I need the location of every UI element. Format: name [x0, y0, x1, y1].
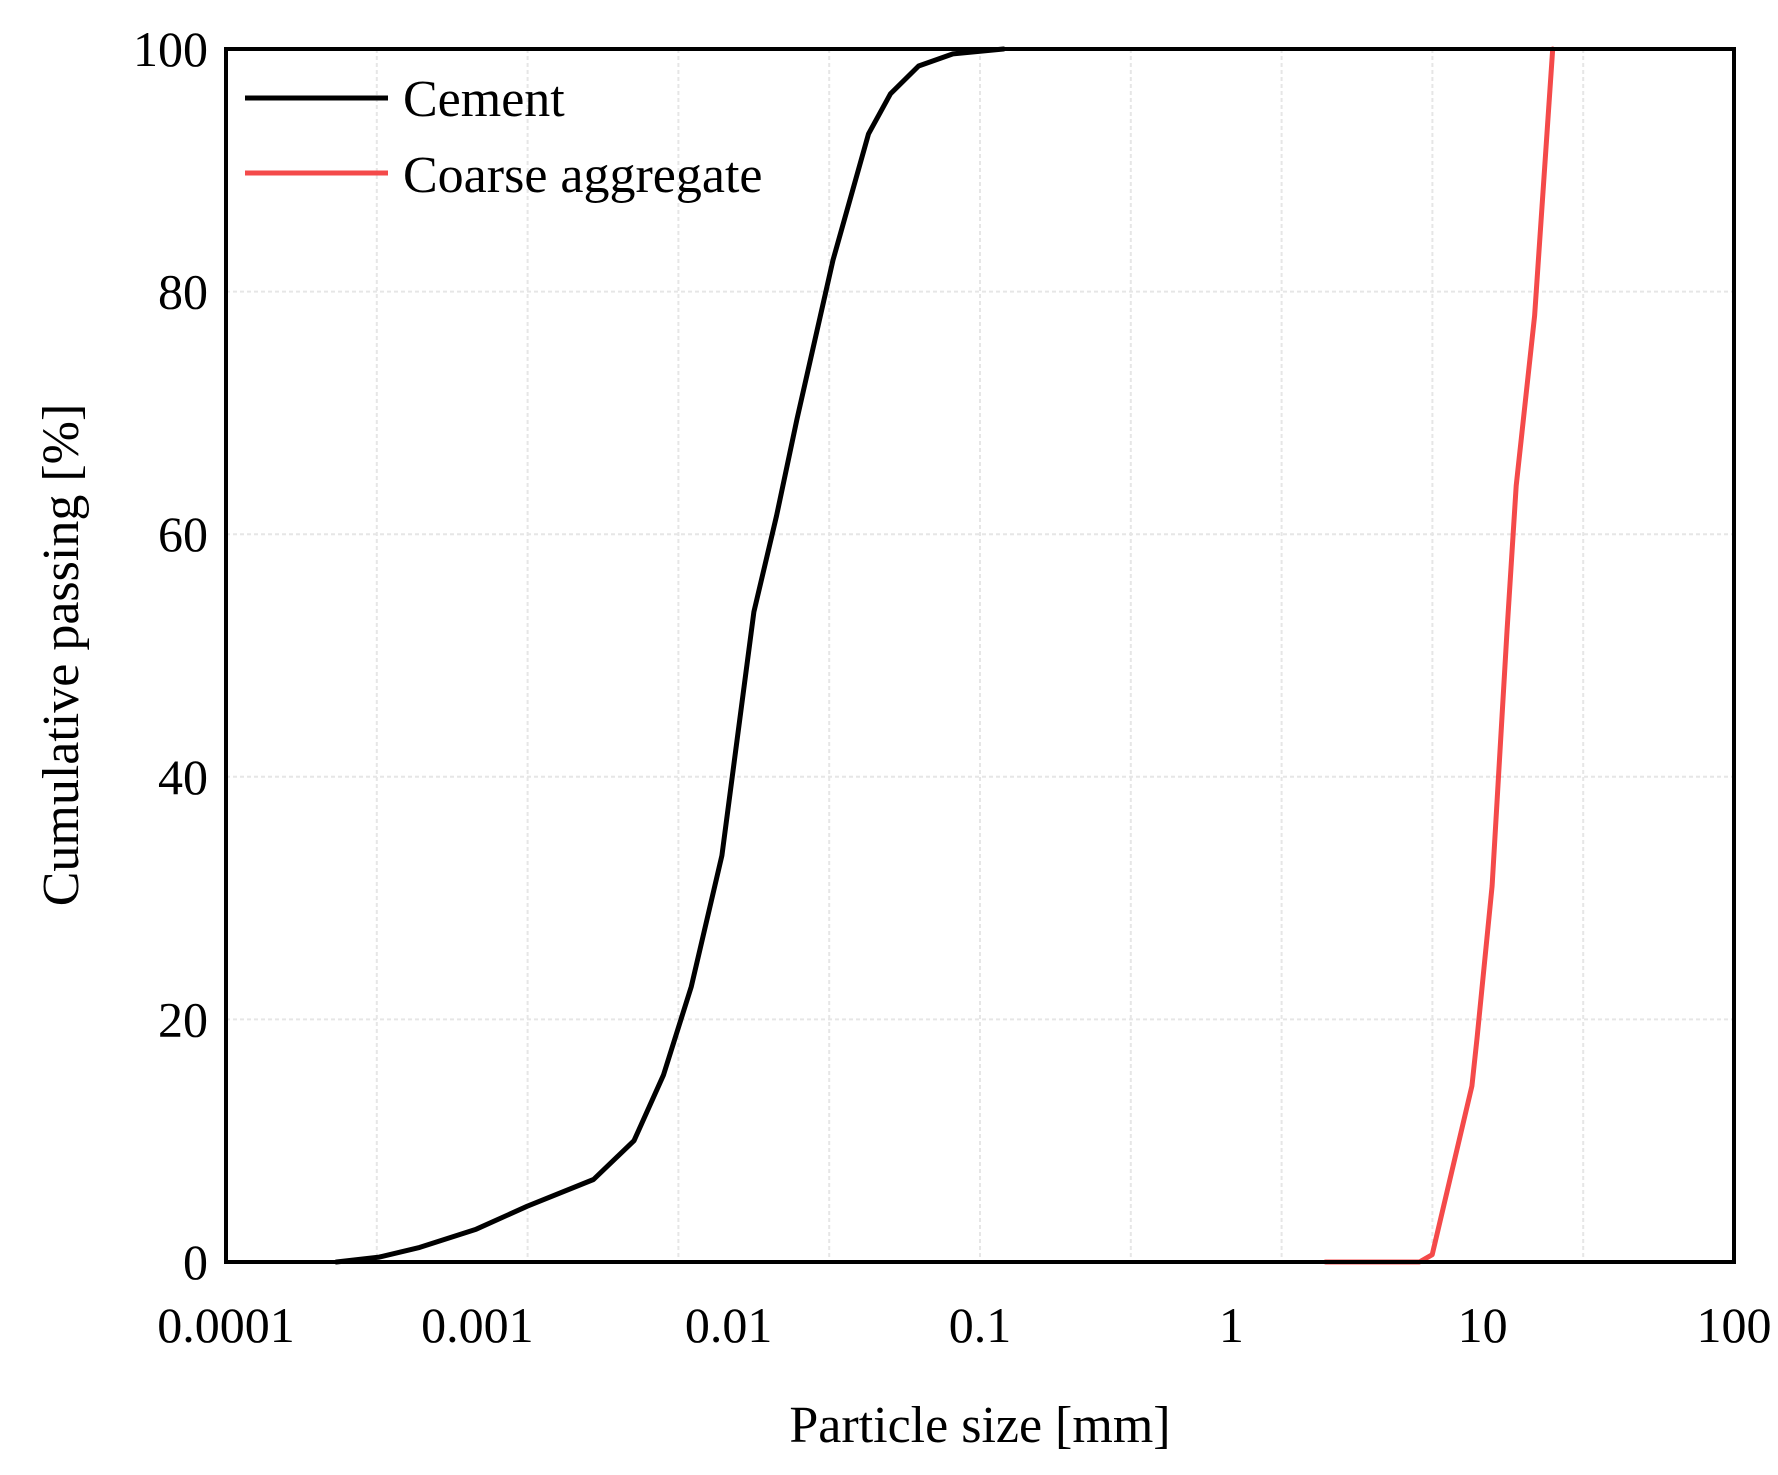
x-axis-title: Particle size [mm]	[789, 1397, 1170, 1454]
x-tick-label: 0.1	[949, 1297, 1012, 1353]
grid-lines	[226, 49, 1734, 1262]
x-tick-label: 10	[1458, 1297, 1508, 1353]
series-line-coarse-aggregate	[1323, 46, 1556, 1265]
x-tick-label: 0.01	[685, 1297, 773, 1353]
x-tick-label: 0.001	[421, 1297, 534, 1353]
y-tick-label: 80	[158, 264, 208, 320]
x-tick-label: 100	[1697, 1297, 1772, 1353]
y-tick-label: 20	[158, 991, 208, 1047]
plot-frame	[224, 47, 1736, 1264]
series-layer	[333, 46, 1556, 1265]
x-axis-ticks: 0.0001 0.001 0.01 0.1 1 10 100	[157, 1297, 1771, 1353]
y-tick-label: 0	[183, 1234, 208, 1290]
legend-label-cement: Cement	[403, 71, 565, 128]
y-axis-ticks: 0 20 40 60 80 100	[133, 21, 208, 1290]
y-tick-label: 60	[158, 506, 208, 562]
legend: Cement Coarse aggregate	[245, 71, 762, 204]
x-tick-label: 1	[1219, 1297, 1244, 1353]
x-tick-label: 0.0001	[157, 1297, 295, 1353]
series-line-cement	[333, 46, 1006, 1265]
y-axis-title: Cumulative passing [%]	[33, 404, 90, 907]
y-tick-label: 40	[158, 749, 208, 805]
legend-label-coarse-aggregate: Coarse aggregate	[403, 147, 762, 204]
y-tick-label: 100	[133, 21, 208, 77]
